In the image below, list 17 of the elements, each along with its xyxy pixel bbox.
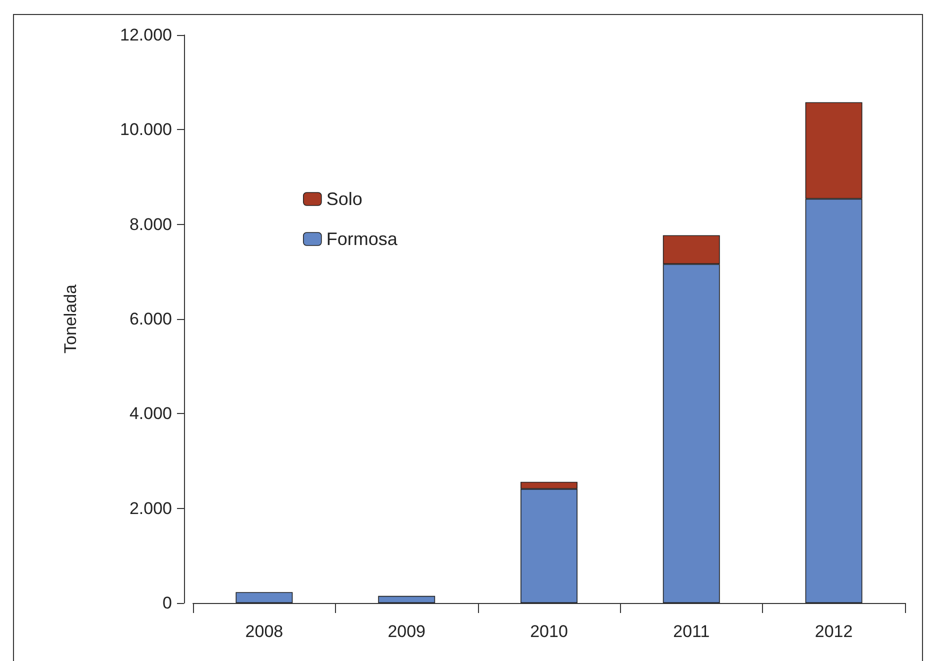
y-tick-label: 2.000: [129, 498, 172, 518]
x-tick-label: 2010: [530, 622, 568, 641]
x-tick-label: 2008: [245, 622, 284, 641]
y-tick-label: 10.000: [120, 120, 172, 140]
x-tick-label: 2012: [814, 622, 853, 641]
y-tick-label: 12.000: [120, 26, 172, 44]
y-tick-label: 6.000: [129, 310, 172, 328]
bar: [378, 596, 436, 603]
bar: [236, 592, 293, 603]
x-tick-label: 2011: [673, 622, 710, 641]
y-axis-title: Tonelada: [61, 284, 80, 354]
legend-label: Formosa: [326, 229, 398, 249]
x-tick-label: 2009: [388, 622, 426, 641]
legend-label: Solo: [326, 189, 362, 209]
y-tick-label: 4.000: [129, 404, 172, 424]
y-tick-label: 8.000: [129, 214, 172, 234]
y-tick-label: 0: [162, 594, 172, 612]
